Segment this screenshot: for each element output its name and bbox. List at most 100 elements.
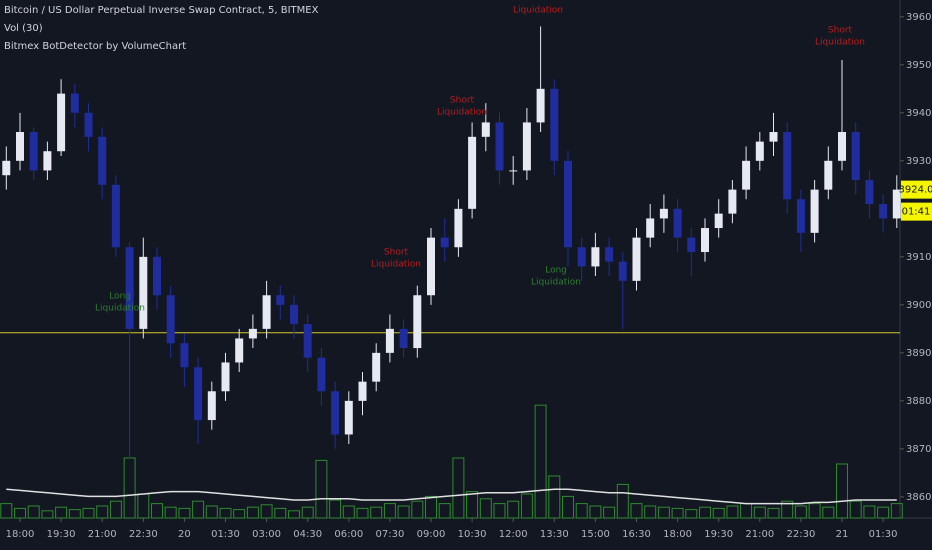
annotation: Short [384,248,409,258]
volume-bar [41,510,54,519]
candle-body [317,357,326,392]
candle-body [43,151,52,171]
volume-bar [82,507,95,519]
volume-bar [794,505,807,519]
volume-bar [178,507,191,519]
candle-body [810,189,819,233]
candle-body [139,256,148,329]
x-tick-label: 21:00 [88,529,117,540]
volume-bar [438,503,451,519]
x-tick-label: 20 [178,529,191,540]
candle-body [865,180,874,205]
candle-body [659,208,668,219]
volume-bar [151,503,163,519]
candle-body [221,362,230,392]
volume-bar [55,506,68,519]
x-tick-label: 03:00 [252,529,281,540]
candle-body [851,132,860,181]
x-tick-label: 04:30 [293,529,322,540]
volume-bar [370,506,383,519]
candle-body [372,352,381,382]
annotation: Short [828,26,853,36]
x-tick-label: 19:30 [47,529,76,540]
volume-bar [630,503,643,519]
y-tick-label: 3960.0 [906,12,932,23]
candle-body [358,381,367,401]
indicator-label: Bitmex BotDetector by VolumeChart [4,41,186,52]
volume-bar [383,503,396,519]
volume-bar [246,506,259,519]
candle-body [84,112,93,137]
candle-body [646,218,655,238]
candle-body [824,160,833,190]
y-tick-label: 3940.0 [906,108,932,119]
candle-body [153,256,161,296]
volume-bar [562,495,574,519]
candle-body [481,122,490,137]
x-tick-label: 06:00 [334,529,363,540]
candle-body [125,247,134,329]
candle-body [207,391,216,421]
volume-bar [164,506,177,519]
volume-bar [671,507,684,519]
volume-bar [616,483,629,519]
y-tick-label: 3880.0 [906,396,932,407]
candle-body [796,199,805,233]
x-tick-label: 19:30 [704,529,733,540]
last-price-label: 3924.0 [899,185,932,196]
annotation: Liquidation [95,304,145,314]
countdown-box [901,202,932,221]
indicator-label: Vol (30) [4,23,43,34]
x-tick-label: 22:30 [129,529,158,540]
candle-body [618,261,627,281]
candle-body [57,93,66,152]
candle-body [262,295,271,329]
volume-bar [644,505,657,519]
volume-bar [96,505,109,519]
candle-body [235,338,244,363]
volume-bar [315,459,328,519]
annotation: Liquidation [531,278,581,288]
candle-body [194,367,203,421]
candle-body [536,88,545,123]
x-tick-label: 15:00 [581,529,610,540]
volume-bar [68,509,81,519]
x-tick-label: 18:00 [6,529,35,540]
volume-bar [425,495,437,519]
candle-body [454,208,463,248]
volume-bar [109,500,122,519]
candle-body [838,132,846,161]
volume-bar [753,506,766,519]
y-tick-label: 3910.0 [906,252,932,263]
candle-body [495,122,504,171]
volume-bar [507,500,520,519]
volume-bar [192,500,205,519]
candle-body [522,122,531,171]
candle-body [605,247,614,262]
countdown-label: 01:41 [902,207,931,218]
volume-bar [685,509,698,519]
volume-bar [890,503,903,519]
volume-bar [575,503,588,519]
x-tick-label: 21 [836,529,849,540]
candle-body [413,295,422,349]
volume-bar [260,504,273,519]
candle-body [769,132,778,142]
candle-body [98,136,107,185]
candle-body [673,208,682,238]
volume-bar [342,505,355,519]
candle-body [701,228,709,253]
candle-body [290,304,298,325]
candle-body [180,343,189,368]
volume-bar [726,505,739,519]
volume-bar [520,493,533,519]
candle-body [509,170,518,172]
volume-bar [849,500,862,519]
volume-bar [205,505,218,519]
volume-bar [808,503,821,519]
volume-bar [822,506,835,519]
x-tick-label: 16:30 [622,529,651,540]
candle-body [344,400,353,435]
candle-body [687,237,696,253]
